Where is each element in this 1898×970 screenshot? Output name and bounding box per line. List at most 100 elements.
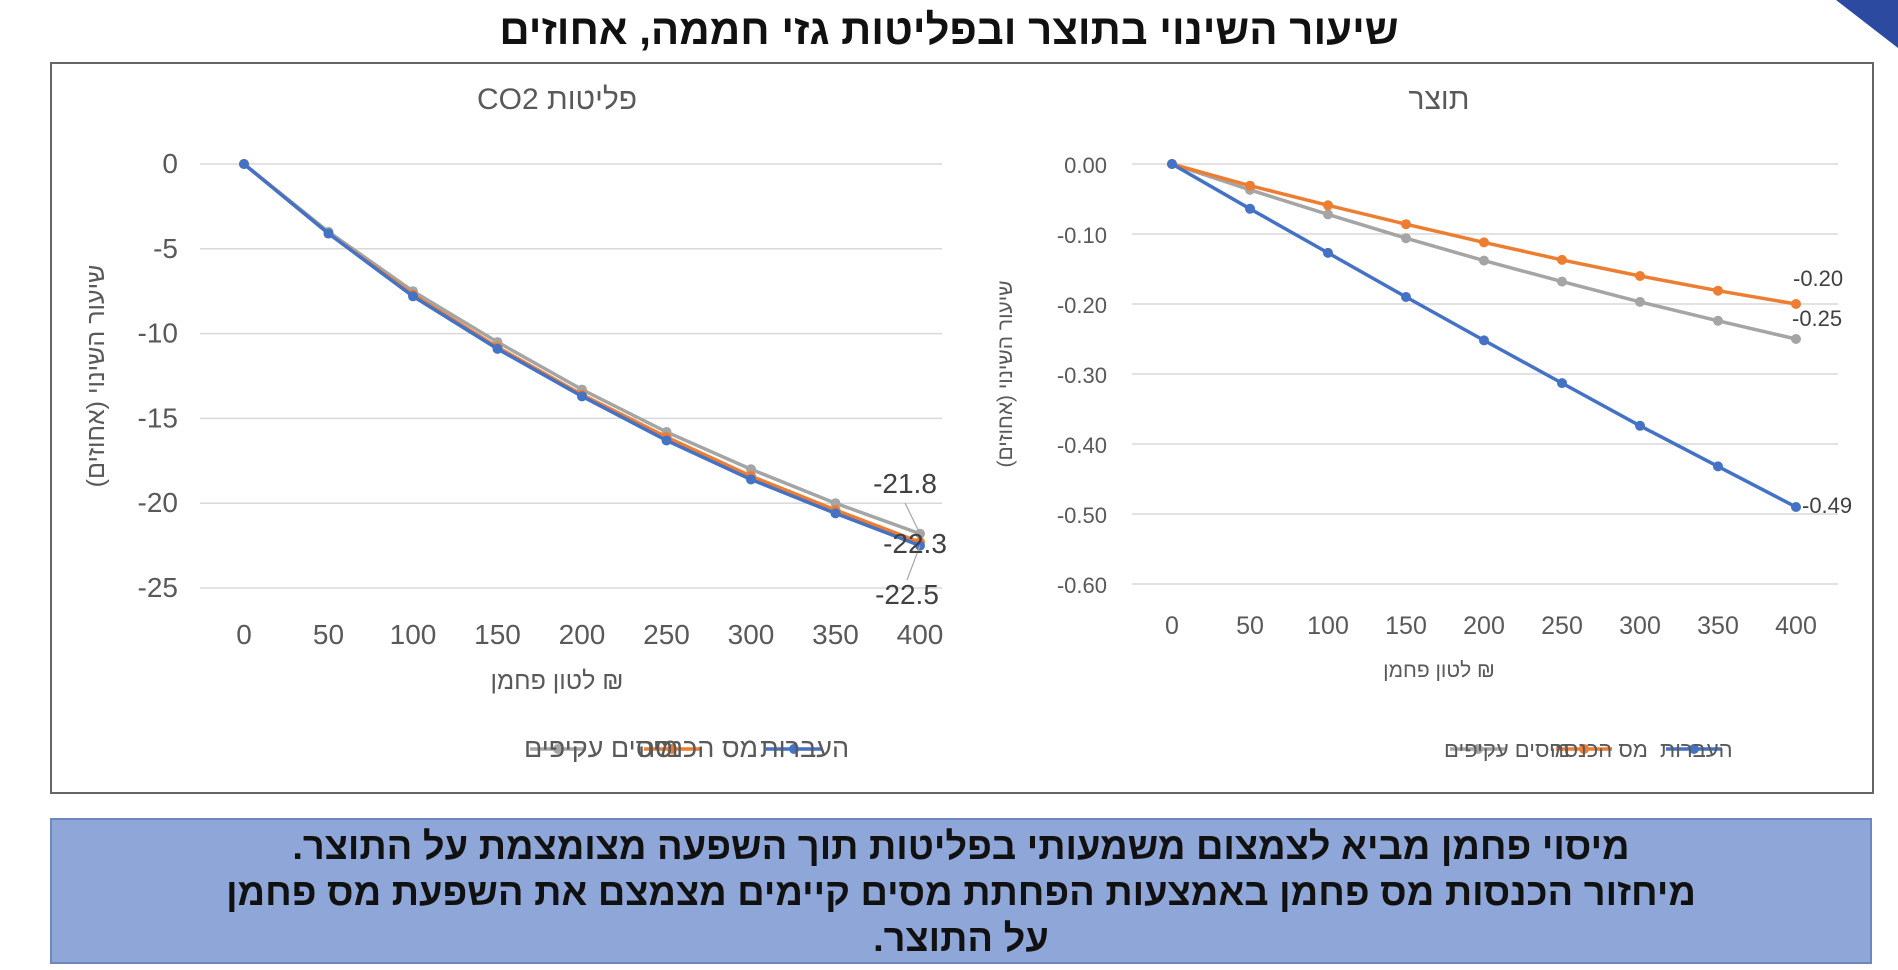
data-point bbox=[1479, 255, 1489, 266]
data-point bbox=[1323, 247, 1333, 258]
data-label: -0.49 bbox=[1802, 493, 1852, 518]
x-tick-label: 250 bbox=[643, 619, 690, 650]
data-point bbox=[1245, 203, 1255, 214]
data-label: -0.25 bbox=[1792, 306, 1842, 331]
data-point bbox=[1557, 254, 1567, 265]
series-line bbox=[242, 162, 921, 536]
x-tick-label: 350 bbox=[812, 619, 859, 650]
data-point bbox=[746, 474, 756, 485]
x-axis-label: ₪ לטון פחמן bbox=[490, 667, 623, 695]
page-title: שיעור השינוי בתוצר ובפליטות גזי חממה, אח… bbox=[499, 6, 1399, 53]
chart-title: תוצר bbox=[1409, 83, 1470, 116]
legend-swatch-marker bbox=[667, 744, 677, 754]
x-tick-label: 300 bbox=[1619, 612, 1661, 640]
data-point bbox=[1557, 276, 1567, 287]
legend-swatch-marker bbox=[1579, 744, 1589, 754]
output-chart-panel: תוצר 0.00 -0.10 -0.20 -0.30 -0.40 -0.50 -0.60 0 5… bbox=[962, 62, 1874, 794]
data-point bbox=[661, 435, 672, 446]
summary-box: מיסוי פחמן מביא לצמצום משמעותי בפליטות ת… bbox=[50, 818, 1872, 964]
series-line bbox=[242, 162, 921, 544]
data-point bbox=[1791, 502, 1801, 512]
y-tick-label: 0 bbox=[162, 148, 178, 179]
data-label: -22.3 bbox=[883, 528, 947, 559]
data-point bbox=[1791, 334, 1801, 344]
legend-entry: מס הכנסה bbox=[638, 733, 758, 763]
x-tick-label: 200 bbox=[559, 619, 606, 650]
data-point bbox=[1323, 200, 1333, 211]
data-point bbox=[1635, 271, 1645, 281]
data-point bbox=[1401, 233, 1411, 244]
data-point bbox=[1557, 378, 1567, 389]
data-label-leader bbox=[904, 502, 921, 534]
data-point bbox=[1323, 209, 1333, 220]
y-tick-label: -0.30 bbox=[1057, 363, 1107, 388]
output-chart: תוצר 0.00 -0.10 -0.20 -0.30 -0.40 -0.50 -0.60 0 5… bbox=[994, 83, 1852, 762]
legend-swatch-marker bbox=[553, 744, 563, 754]
y-tick-label: -0.10 bbox=[1057, 223, 1107, 248]
data-point bbox=[1245, 180, 1255, 191]
x-tick-label: 250 bbox=[1541, 612, 1583, 640]
y-axis-label: שיעור השינוי (אחוזים) bbox=[82, 265, 110, 488]
y-tick-label: -0.50 bbox=[1057, 503, 1107, 528]
data-point bbox=[1479, 335, 1489, 346]
legend-entry: מס הכנסה bbox=[1550, 737, 1648, 762]
emissions-chart: פליטות CO2 0 -5 -10 -15 -20 -25 0 50 100 150 200 250… bbox=[82, 83, 947, 763]
data-point bbox=[577, 391, 587, 402]
x-tick-label: 300 bbox=[728, 619, 775, 650]
x-tick-label: 350 bbox=[1697, 612, 1739, 640]
y-tick-label: -0.60 bbox=[1057, 573, 1107, 598]
x-tick-label: 0 bbox=[1165, 612, 1179, 640]
data-point bbox=[1635, 420, 1645, 431]
x-tick-label: 150 bbox=[474, 619, 521, 650]
legend-swatch-marker bbox=[1473, 744, 1483, 754]
y-tick-label: -25 bbox=[138, 572, 178, 603]
data-point bbox=[1713, 315, 1723, 326]
data-point bbox=[1479, 237, 1489, 248]
data-point bbox=[323, 228, 334, 239]
x-tick-label: 0 bbox=[236, 619, 252, 650]
legend-entry: מיסים עקיפים bbox=[524, 733, 678, 763]
summary-line-2: מיחזור הכנסות מס פחמן באמצעות הפחתת מסים… bbox=[226, 872, 1696, 914]
y-tick-label: -15 bbox=[138, 402, 178, 433]
summary-line-1: מיסוי פחמן מביא לצמצום משמעותי בפליטות ת… bbox=[292, 826, 1630, 868]
data-point bbox=[1713, 461, 1723, 472]
y-tick-label: -0.40 bbox=[1057, 433, 1107, 458]
y-tick-label: 0.00 bbox=[1064, 153, 1107, 178]
y-axis-label: שיעור השינוי (אחוזים) bbox=[994, 280, 1017, 467]
data-point bbox=[1401, 292, 1411, 302]
data-label: -22.5 bbox=[875, 579, 939, 610]
data-point bbox=[1791, 299, 1801, 309]
data-point bbox=[915, 540, 925, 551]
data-point bbox=[915, 528, 925, 539]
data-label: -21.8 bbox=[873, 468, 937, 499]
data-point bbox=[239, 159, 249, 169]
summary-line-3: על התוצר. bbox=[873, 918, 1049, 960]
data-point bbox=[830, 508, 841, 519]
data-point bbox=[1401, 219, 1411, 230]
x-tick-label: 200 bbox=[1463, 612, 1505, 640]
x-tick-label: 50 bbox=[313, 619, 344, 650]
data-point bbox=[492, 343, 503, 354]
data-point bbox=[1167, 159, 1177, 169]
data-point bbox=[408, 291, 418, 302]
legend-entry: העברות bbox=[1660, 737, 1733, 762]
legend-swatch-marker bbox=[789, 744, 799, 754]
data-point bbox=[1635, 296, 1645, 307]
emissions-chart-panel: פליטות CO2 0 -5 -10 -15 -20 -25 0 50 100 150 200 250… bbox=[50, 62, 964, 794]
chart-title: פליטות CO2 bbox=[477, 83, 637, 116]
x-tick-label: 150 bbox=[1385, 612, 1427, 640]
x-tick-label: 400 bbox=[897, 619, 944, 650]
corner-decoration bbox=[1836, 0, 1898, 48]
y-tick-label: -10 bbox=[138, 318, 178, 349]
x-tick-label: 50 bbox=[1236, 612, 1264, 640]
series-line bbox=[242, 162, 921, 548]
legend-entry: מיסים עקיפים bbox=[1444, 737, 1570, 762]
y-tick-label: -0.20 bbox=[1057, 293, 1107, 318]
data-point bbox=[1713, 285, 1723, 296]
y-tick-label: -20 bbox=[138, 487, 178, 518]
legend-entry: העברות bbox=[760, 733, 849, 763]
legend-swatch-marker bbox=[1689, 744, 1699, 754]
data-label-leader bbox=[906, 545, 921, 581]
data-label: -0.20 bbox=[1793, 266, 1843, 291]
y-tick-label: -5 bbox=[153, 233, 178, 264]
